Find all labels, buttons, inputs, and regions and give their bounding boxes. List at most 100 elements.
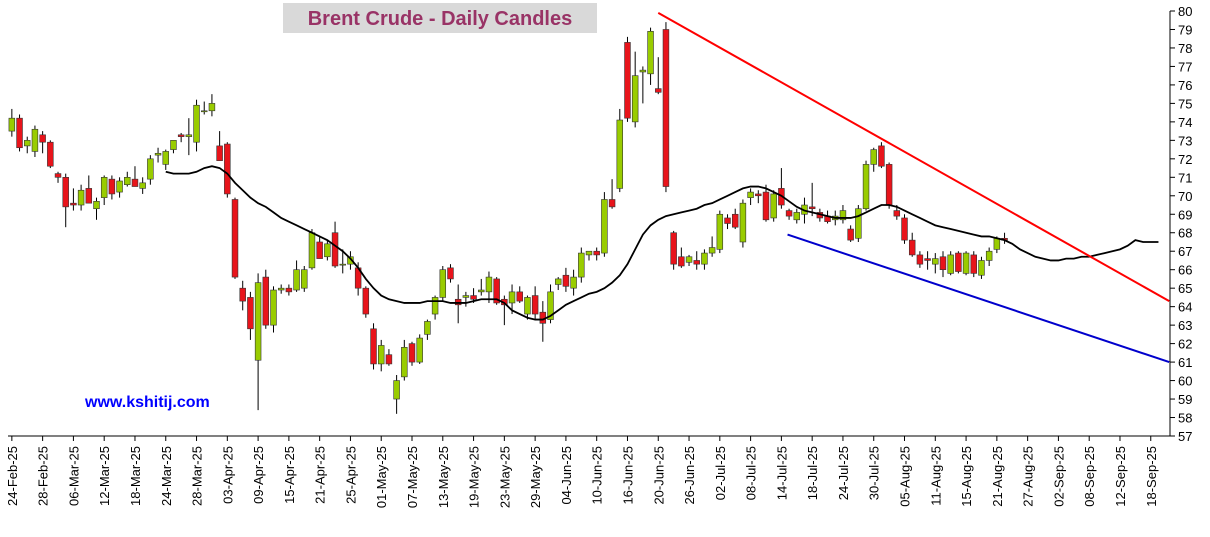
x-tick-label: 18-Sep-25 (1144, 446, 1159, 507)
candle-body (762, 191, 770, 221)
candle-body (655, 88, 662, 93)
candle-body (393, 380, 400, 400)
candle-body (177, 134, 185, 137)
y-tick-label: 73 (1178, 133, 1192, 148)
y-tick-label: 64 (1178, 300, 1192, 315)
candle-body (62, 177, 69, 208)
candle-body (770, 193, 777, 219)
x-tick-label: 05-Aug-25 (898, 446, 913, 507)
candle-body (162, 151, 169, 165)
candle-body (662, 29, 670, 187)
x-tick-label: 28-Feb-25 (36, 446, 51, 506)
candle-body (8, 117, 16, 132)
y-tick-label: 75 (1178, 96, 1192, 111)
y-tick-label: 57 (1178, 429, 1192, 444)
x-tick-label: 30-Jul-25 (867, 446, 882, 500)
candle-body (308, 232, 316, 269)
x-tick-label: 13-May-25 (436, 446, 451, 508)
candle-body (955, 252, 962, 272)
candle-body (624, 42, 631, 119)
x-tick-label: 28-Mar-25 (190, 446, 205, 506)
x-tick-label: 12-Sep-25 (1113, 446, 1128, 507)
candle-body (870, 149, 877, 165)
candle-body (678, 256, 685, 267)
candle-body (647, 31, 654, 75)
candle-body (785, 210, 793, 217)
candle-body (301, 269, 308, 289)
candle-body (701, 252, 708, 265)
y-tick-label: 65 (1178, 281, 1192, 296)
candle-body (93, 201, 100, 210)
y-tick-label: 58 (1178, 411, 1192, 426)
candle-body (685, 256, 693, 263)
candle-body (608, 199, 616, 208)
candle-body (339, 263, 346, 266)
y-tick-label: 67 (1178, 244, 1192, 259)
candle-body (293, 269, 300, 291)
x-tick-label: 24-Jul-25 (836, 446, 851, 500)
x-tick-label: 27-Aug-25 (1021, 446, 1036, 507)
candle-body (593, 250, 600, 256)
x-tick-label: 03-Apr-25 (220, 446, 235, 504)
candle-body (932, 258, 939, 265)
candle-body (131, 178, 139, 187)
x-tick-label: 01-May-25 (374, 446, 389, 508)
x-tick-label: 20-Jun-25 (651, 446, 666, 505)
y-tick-label: 60 (1178, 374, 1192, 389)
x-tick-label: 25-Apr-25 (343, 446, 358, 504)
candle-body (470, 295, 477, 300)
candle-body (670, 232, 677, 265)
candle-body (85, 188, 93, 204)
candle-body (108, 178, 116, 195)
y-tick-label: 76 (1178, 78, 1192, 93)
candle-body (493, 278, 500, 304)
candle-body (239, 287, 246, 302)
candle-body (154, 152, 162, 156)
watermark: www.kshitij.com (84, 394, 210, 411)
candle-body (716, 213, 724, 250)
candle-body (385, 354, 393, 365)
x-tick-label: 02-Jul-25 (713, 446, 728, 500)
x-tick-label: 24-Mar-25 (159, 446, 174, 506)
candle-body (878, 145, 885, 167)
candle-body (378, 345, 385, 365)
candle-body (208, 103, 216, 112)
candle-body (100, 177, 108, 198)
candle-body (724, 217, 731, 224)
candle-body (916, 254, 924, 265)
candle-body (47, 141, 54, 167)
candle-body (401, 347, 408, 378)
candle-body (231, 199, 239, 278)
trendline (657, 11, 1170, 302)
y-tick-label: 62 (1178, 337, 1192, 352)
candle-body (247, 297, 254, 330)
candle-body (547, 291, 554, 320)
candle-body (16, 117, 23, 149)
candle-body (270, 289, 277, 326)
title-box (283, 3, 597, 33)
x-tick-label: 09-Apr-25 (251, 446, 266, 504)
candle-body (454, 298, 462, 306)
candle-body (939, 256, 947, 270)
candle-body (924, 258, 931, 261)
y-tick-label: 68 (1178, 226, 1192, 241)
x-tick-label: 08-Sep-25 (1082, 446, 1097, 507)
x-tick-label: 10-Jun-25 (590, 446, 605, 505)
candle-body (224, 143, 231, 195)
candle-body (708, 247, 716, 254)
y-tick-label: 77 (1178, 59, 1192, 74)
x-tick-label: 08-Jul-25 (744, 446, 759, 500)
candle-body (201, 110, 208, 113)
candle-body (554, 278, 562, 285)
candle-body (485, 276, 493, 293)
candle-body (447, 267, 454, 280)
candle-body (585, 250, 593, 256)
candle-body (985, 250, 993, 261)
x-tick-label: 26-Jun-25 (682, 446, 697, 505)
candle-body (408, 343, 416, 363)
candle-body (462, 295, 470, 298)
candle-body (908, 239, 916, 256)
candle-body (124, 177, 131, 185)
candle-body (416, 337, 423, 363)
